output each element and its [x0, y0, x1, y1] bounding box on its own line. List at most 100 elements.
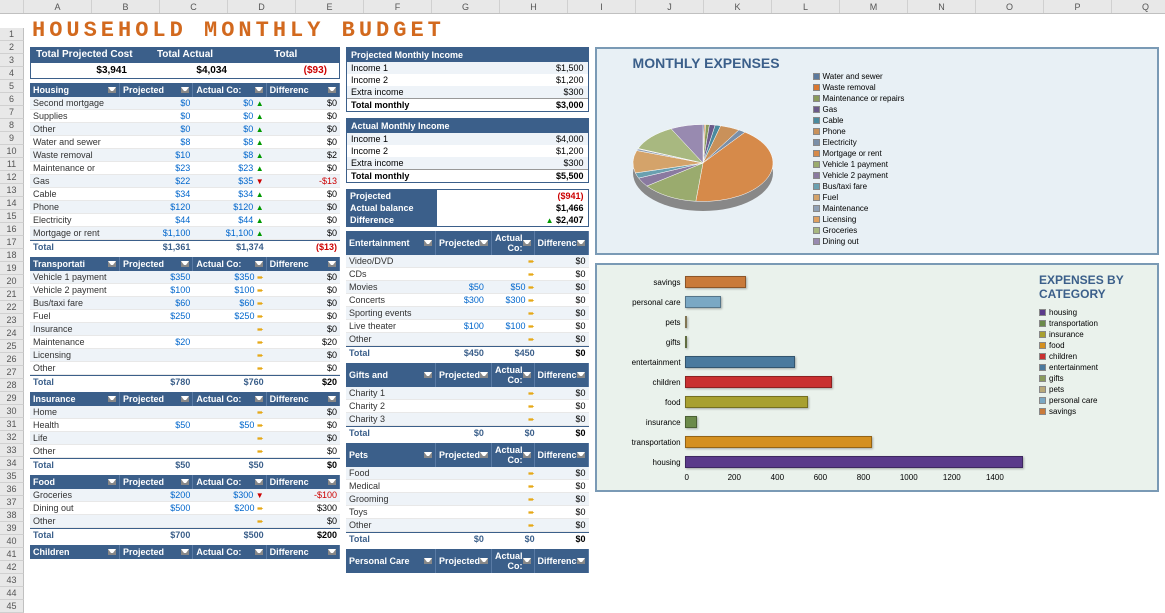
- table-header[interactable]: Personal Care Projected Actual Co: Diffe…: [346, 549, 589, 573]
- table-row[interactable]: Concerts$300 $300 ➨ $0: [346, 294, 589, 307]
- table-row[interactable]: Maintenance$20 ➨ $20: [30, 336, 340, 349]
- dropdown-icon[interactable]: [181, 396, 189, 402]
- table-row[interactable]: Other ➨ $0: [30, 362, 340, 375]
- table-header[interactable]: Entertainment Projected Actual Co: Diffe…: [346, 231, 589, 255]
- dropdown-icon[interactable]: [181, 261, 189, 267]
- dropdown-icon[interactable]: [523, 558, 531, 564]
- dropdown-icon[interactable]: [181, 479, 189, 485]
- table-housing: Housing Projected Actual Co: Differenc S…: [30, 83, 340, 253]
- table-row[interactable]: Other$0 $0 ▲ $0: [30, 123, 340, 136]
- table-row[interactable]: Gas$22 $35 ▼ -$13: [30, 175, 340, 188]
- table-row[interactable]: Life ➨ $0: [30, 432, 340, 445]
- dropdown-icon[interactable]: [577, 452, 585, 458]
- dropdown-icon[interactable]: [255, 479, 263, 485]
- dropdown-icon[interactable]: [328, 549, 336, 555]
- dropdown-icon[interactable]: [328, 396, 336, 402]
- table-row[interactable]: Mortgage or rent$1,100 $1,100 ▲ $0: [30, 227, 340, 240]
- table-row[interactable]: Other ➨ $0: [346, 519, 589, 532]
- table-row[interactable]: Other ➨ $0: [346, 333, 589, 346]
- table-row[interactable]: Second mortgage$0 $0 ▲ $0: [30, 97, 340, 110]
- table-row[interactable]: Charity 1 ➨ $0: [346, 387, 589, 400]
- dropdown-icon[interactable]: [255, 261, 263, 267]
- pie-chart: [603, 88, 803, 228]
- dropdown-icon[interactable]: [108, 261, 116, 267]
- legend-item: Maintenance or repairs: [813, 93, 905, 104]
- legend-item: savings: [1039, 406, 1149, 417]
- table-header[interactable]: Pets Projected Actual Co: Differenc: [346, 443, 589, 467]
- table-row[interactable]: Grooming ➨ $0: [346, 493, 589, 506]
- table-total: Total$50 $50$0: [30, 458, 340, 471]
- table-header[interactable]: Insurance Projected Actual Co: Differenc: [30, 392, 340, 406]
- table-row[interactable]: Vehicle 2 payment$100 $100 ➨ $0: [30, 284, 340, 297]
- dropdown-icon[interactable]: [523, 452, 531, 458]
- table-total: Total$0 $0$0: [346, 532, 589, 545]
- dropdown-icon[interactable]: [255, 396, 263, 402]
- table-row[interactable]: Health$50 $50 ➨ $0: [30, 419, 340, 432]
- table-row[interactable]: Water and sewer$8 $8 ▲ $0: [30, 136, 340, 149]
- table-row[interactable]: Vehicle 1 payment$350 $350 ➨ $0: [30, 271, 340, 284]
- table-row[interactable]: Licensing ➨ $0: [30, 349, 340, 362]
- dropdown-icon[interactable]: [328, 479, 336, 485]
- dropdown-icon[interactable]: [424, 452, 432, 458]
- table-food: Food Projected Actual Co: Differenc Groc…: [30, 475, 340, 541]
- dropdown-icon[interactable]: [108, 87, 116, 93]
- table-header[interactable]: Transportati Projected Actual Co: Differ…: [30, 257, 340, 271]
- dropdown-icon[interactable]: [328, 261, 336, 267]
- table-row[interactable]: Supplies$0 $0 ▲ $0: [30, 110, 340, 123]
- bar-row: savings: [605, 273, 1029, 291]
- table-row[interactable]: Charity 2 ➨ $0: [346, 400, 589, 413]
- legend-item: gifts: [1039, 373, 1149, 384]
- dropdown-icon[interactable]: [424, 240, 432, 246]
- table-row[interactable]: Home ➨ $0: [30, 406, 340, 419]
- table-total: Total$700 $500$200: [30, 528, 340, 541]
- dropdown-icon[interactable]: [255, 87, 263, 93]
- dropdown-icon[interactable]: [480, 372, 488, 378]
- table-row[interactable]: Video/DVD ➨ $0: [346, 255, 589, 268]
- dropdown-icon[interactable]: [328, 87, 336, 93]
- column-headers: ABCDEFGHIJKLMNOPQ: [0, 0, 1165, 14]
- legend-item: Electricity: [813, 137, 905, 148]
- table-row[interactable]: Cable$34 $34 ▲ $0: [30, 188, 340, 201]
- table-row[interactable]: Medical ➨ $0: [346, 480, 589, 493]
- table-row[interactable]: Other ➨ $0: [30, 445, 340, 458]
- table-row[interactable]: Food ➨ $0: [346, 467, 589, 480]
- table-row[interactable]: Maintenance or$23 $23 ▲ $0: [30, 162, 340, 175]
- dropdown-icon[interactable]: [577, 240, 585, 246]
- dropdown-icon[interactable]: [424, 558, 432, 564]
- table-row[interactable]: Other ➨ $0: [30, 515, 340, 528]
- table-row[interactable]: CDs ➨ $0: [346, 268, 589, 281]
- dropdown-icon[interactable]: [523, 240, 531, 246]
- table-row[interactable]: Phone$120 $120 ▲ $0: [30, 201, 340, 214]
- dropdown-icon[interactable]: [480, 452, 488, 458]
- table-row[interactable]: Live theater$100 $100 ➨ $0: [346, 320, 589, 333]
- table-row[interactable]: Sporting events ➨ $0: [346, 307, 589, 320]
- bar-chart-title: EXPENSES BY CATEGORY: [1039, 273, 1149, 301]
- dropdown-icon[interactable]: [255, 549, 263, 555]
- dropdown-icon[interactable]: [108, 479, 116, 485]
- dropdown-icon[interactable]: [181, 549, 189, 555]
- table-header[interactable]: Gifts and Projected Actual Co: Differenc: [346, 363, 589, 387]
- dropdown-icon[interactable]: [108, 549, 116, 555]
- table-header[interactable]: Housing Projected Actual Co: Differenc: [30, 83, 340, 97]
- table-row[interactable]: Waste removal$10 $8 ▲ $2: [30, 149, 340, 162]
- dropdown-icon[interactable]: [181, 87, 189, 93]
- table-header[interactable]: Children Projected Actual Co: Differenc: [30, 545, 340, 559]
- table-row[interactable]: Movies$50 $50 ➨ $0: [346, 281, 589, 294]
- table-row[interactable]: Charity 3 ➨ $0: [346, 413, 589, 426]
- dropdown-icon[interactable]: [480, 240, 488, 246]
- table-row[interactable]: Dining out$500 $200 ➨ $300: [30, 502, 340, 515]
- dropdown-icon[interactable]: [108, 396, 116, 402]
- table-row[interactable]: Electricity$44 $44 ▲ $0: [30, 214, 340, 227]
- dropdown-icon[interactable]: [523, 372, 531, 378]
- dropdown-icon[interactable]: [577, 372, 585, 378]
- projected-income-box: Projected Monthly IncomeIncome 1$1,500In…: [346, 47, 589, 112]
- table-row[interactable]: Fuel$250 $250 ➨ $0: [30, 310, 340, 323]
- dropdown-icon[interactable]: [424, 372, 432, 378]
- dropdown-icon[interactable]: [480, 558, 488, 564]
- table-row[interactable]: Bus/taxi fare$60 $60 ➨ $0: [30, 297, 340, 310]
- table-row[interactable]: Groceries$200 $300 ▼ -$100: [30, 489, 340, 502]
- dropdown-icon[interactable]: [577, 558, 585, 564]
- table-header[interactable]: Food Projected Actual Co: Differenc: [30, 475, 340, 489]
- table-row[interactable]: Toys ➨ $0: [346, 506, 589, 519]
- table-row[interactable]: Insurance ➨ $0: [30, 323, 340, 336]
